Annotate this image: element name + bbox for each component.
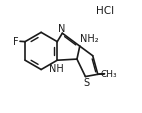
Text: NH: NH	[49, 64, 63, 73]
Text: N: N	[58, 24, 65, 33]
Text: NH₂: NH₂	[80, 33, 99, 43]
Text: F: F	[13, 37, 19, 47]
Text: HCl: HCl	[96, 6, 114, 16]
Text: CH₃: CH₃	[100, 69, 117, 78]
Text: S: S	[83, 78, 89, 87]
